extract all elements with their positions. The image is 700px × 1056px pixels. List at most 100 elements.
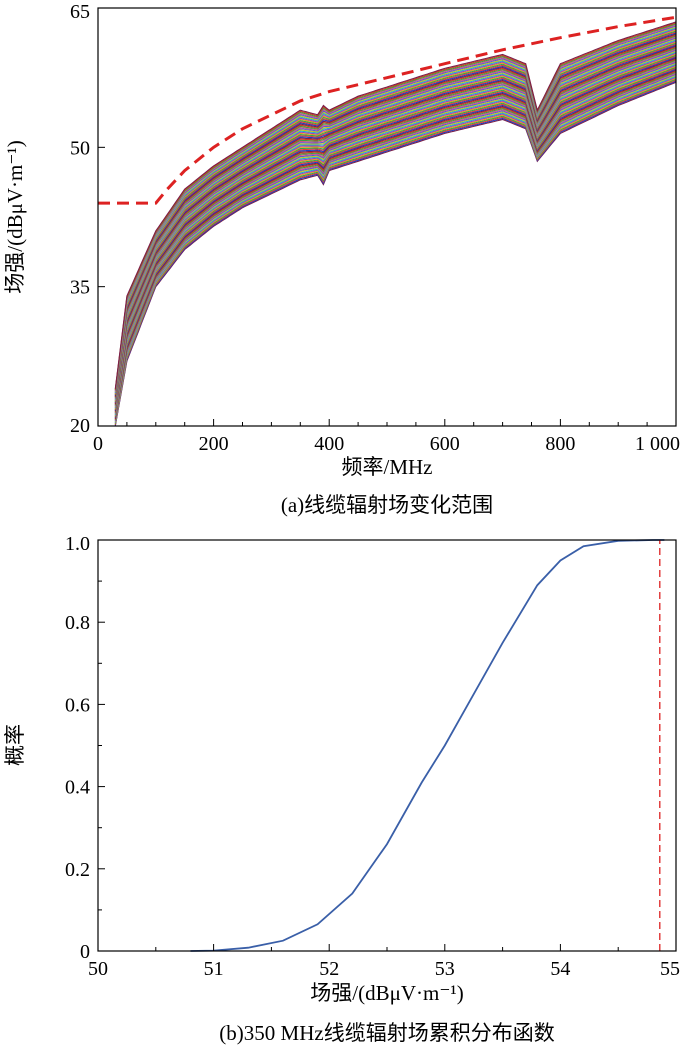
- chart-a-band-curve: [114, 72, 677, 421]
- chart-a-band-curve: [114, 43, 677, 403]
- chart-a-band-curve: [114, 61, 677, 414]
- chart-a-band-curve: [114, 58, 677, 412]
- chart-a-band-curve: [114, 75, 677, 423]
- chart-a-band-curve: [114, 71, 677, 420]
- chart-a-band-curve: [114, 30, 677, 395]
- chart-b-ylabel: 概率: [3, 724, 27, 766]
- chart-a-series-line: [98, 15, 677, 205]
- chart-a-band-curve: [114, 51, 677, 408]
- chart-a-band-curve: [114, 35, 677, 398]
- chart-b-xtick-label: 52: [319, 958, 339, 980]
- chart-a-band-curve: [114, 79, 677, 425]
- chart-a-caption: (a)线缆辐射场变化范围: [281, 493, 493, 517]
- chart-a-band-curve: [114, 31, 677, 396]
- chart-a-band-curve: [114, 23, 677, 391]
- chart-a-band-curve: [114, 25, 677, 392]
- chart-a-band-curve: [114, 66, 677, 417]
- chart-a-band-curve: [114, 65, 677, 417]
- chart-a-band-curve: [114, 34, 677, 397]
- chart-b-xtick-label: 51: [204, 958, 224, 980]
- chart-a-band-curve: [114, 67, 677, 418]
- chart-a-band-curve: [114, 24, 677, 391]
- chart-a-band-curve: [114, 39, 677, 401]
- chart-a-band-curve: [114, 69, 677, 419]
- chart-a-xtick-label: 200: [199, 433, 229, 455]
- chart-a-xlabel: 频率/MHz: [342, 455, 433, 479]
- chart-a: 0 200 400 600 800 1 000 20 35 50 65 频率/MHz 场强/(dB…: [3, 1, 680, 517]
- chart-a-band-curve: [114, 81, 677, 427]
- chart-a-band-curve: [114, 42, 677, 402]
- chart-a-ytick-label: 50: [70, 137, 90, 159]
- chart-b-ytick-label: 0: [80, 941, 90, 963]
- chart-a-band-curve: [114, 41, 677, 402]
- chart-a-ylabel: 场强/(dBμV·m⁻¹): [3, 140, 27, 293]
- chart-b-caption: (b)350 MHz线缆辐射场累积分布函数: [219, 1021, 554, 1045]
- chart-a-band-curve: [114, 29, 677, 394]
- chart-a-band-curve: [114, 74, 677, 422]
- chart-b-ytick-label: 0.8: [65, 612, 90, 634]
- chart-b-lines: [190, 539, 665, 952]
- chart-a-band-curve: [114, 46, 677, 405]
- chart-a-band-curve: [114, 33, 677, 397]
- chart-a-band-curve: [114, 44, 677, 404]
- chart-a-band-curve: [114, 68, 677, 418]
- chart-a-band-curve: [114, 62, 677, 415]
- chart-a-band-curve: [114, 60, 677, 414]
- chart-a-band-curve: [114, 53, 677, 409]
- chart-a-band-curve: [114, 76, 677, 423]
- chart-a-band-curve: [114, 70, 677, 420]
- chart-a-band-curve: [114, 63, 677, 415]
- chart-a-band-curve: [114, 32, 677, 396]
- chart-a-band-curve: [114, 21, 677, 389]
- chart-b-series-line: [190, 539, 665, 952]
- chart-a-band-curve: [114, 64, 677, 416]
- chart-b-xtick-label: 55: [660, 958, 680, 980]
- chart-a-band-curve: [114, 73, 677, 422]
- chart-a-band-curve: [114, 38, 677, 400]
- chart-a-band-curve: [114, 49, 677, 407]
- chart-a-band-curve: [114, 78, 677, 425]
- chart-a-band-curve: [114, 22, 677, 390]
- chart-a-band-curve: [114, 52, 677, 409]
- chart-a-band-curve: [114, 55, 677, 410]
- chart-a-ytick-label: 35: [70, 277, 90, 299]
- chart-b-xtick-label: 54: [550, 958, 570, 980]
- chart-b-xlabel: 场强/(dBμV·m⁻¹): [310, 981, 463, 1005]
- chart-a-band-curve: [114, 54, 677, 410]
- chart-a-ytick-label: 65: [70, 1, 90, 23]
- chart-a-band-curve: [114, 57, 677, 412]
- chart-a-band-curve: [114, 48, 677, 406]
- chart-a-band-curve: [114, 56, 677, 411]
- chart-a-xtick-label: 800: [545, 433, 575, 455]
- chart-a-lines: [98, 15, 677, 205]
- chart-b-plot-frame: [97, 539, 677, 952]
- chart-b-xtick-label: 50: [88, 958, 108, 980]
- chart-a-band-curve: [114, 50, 677, 407]
- chart-a-ticks: 0 200 400 600 800 1 000 20 35 50 65: [70, 1, 680, 455]
- chart-a-xtick-label: 0: [93, 433, 103, 455]
- chart-a-band-curve: [114, 27, 677, 393]
- chart-b-ytick-label: 0.6: [65, 694, 90, 716]
- chart-b-ticks: 50 51 52 53 54 55 0 0.2 0.4 0.6 0.8 1.0: [65, 533, 680, 980]
- chart-a-band-curve: [114, 40, 677, 401]
- chart-a-band-curve: [114, 80, 677, 426]
- chart-a-band-curve: [114, 36, 677, 399]
- chart-b-ytick-label: 1.0: [65, 533, 90, 555]
- chart-a-band-curve: [114, 47, 677, 405]
- chart-a-ytick-label: 20: [70, 415, 90, 437]
- chart-a-band-curve: [114, 45, 677, 404]
- chart-a-band-curve: [114, 28, 677, 394]
- chart-b: 50 51 52 53 54 55 0 0.2 0.4 0.6 0.8 1.0 场强/(dBμV·m⁻…: [3, 533, 680, 1045]
- chart-a-xtick-label: 600: [430, 433, 460, 455]
- chart-a-curve-band: [114, 21, 677, 427]
- chart-b-ytick-label: 0.2: [65, 859, 90, 881]
- chart-a-xtick-label: 1 000: [635, 433, 680, 455]
- chart-b-xtick-label: 53: [435, 958, 455, 980]
- chart-a-band-curve: [114, 59, 677, 413]
- chart-a-band-curve: [114, 26, 677, 392]
- chart-a-band-curve: [114, 77, 677, 424]
- chart-b-ytick-label: 0.4: [65, 777, 90, 799]
- chart-a-xtick-label: 400: [314, 433, 344, 455]
- chart-a-band-curve: [114, 37, 677, 399]
